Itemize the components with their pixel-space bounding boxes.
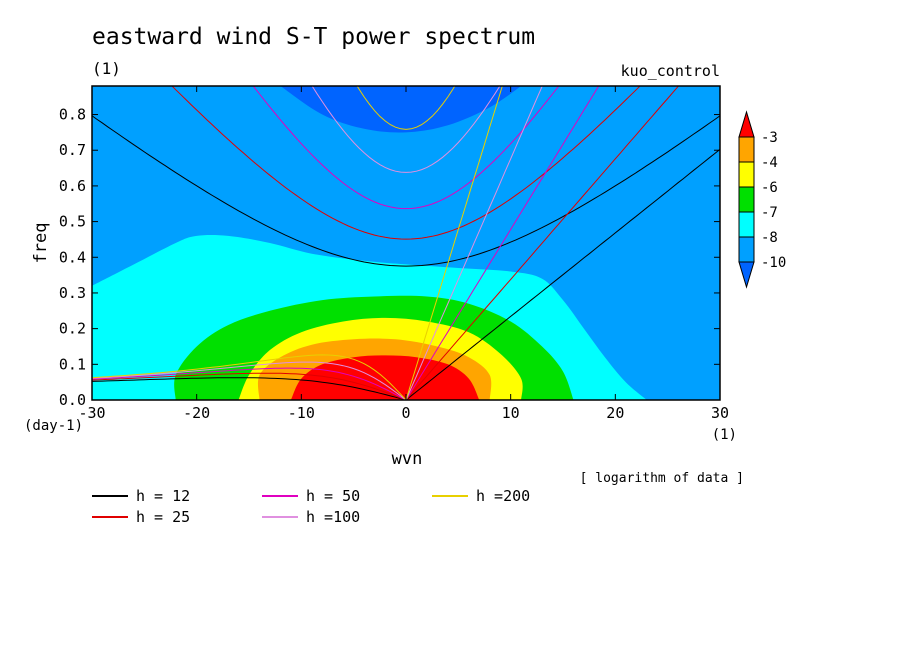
y-tick-label: 0.0	[59, 391, 86, 409]
x-tick-label: -10	[288, 404, 315, 422]
x-axis-label: wvn	[392, 449, 423, 469]
dispersion-curve	[405, 86, 543, 400]
y-tick-label: 0.8	[59, 106, 86, 124]
dispersion-curve	[405, 86, 503, 400]
x-axis: -30 -20 -10 0 10 20 30	[78, 86, 729, 422]
contour-regions	[92, 86, 720, 400]
colorbar-label: -10	[761, 255, 786, 271]
dispersion-curve	[92, 354, 407, 400]
colorbar-label: -7	[761, 205, 778, 221]
dispersion-curves	[92, 86, 720, 400]
colorbar: -3 -4 -6 -7 -8 -10	[738, 110, 786, 289]
dispersion-curve	[405, 86, 680, 400]
data-note: [ logarithm of data ]	[580, 471, 744, 486]
y-tick-label: 0.1	[59, 355, 86, 373]
colorbar-label: -3	[761, 130, 778, 146]
colorbar-box	[738, 161, 755, 188]
legend: h = 12 h = 25 h = 50 h =100 h =200	[92, 487, 530, 526]
colorbar-label: -8	[761, 230, 778, 246]
x-tick-label: -30	[78, 404, 105, 422]
y-tick-label: 0.2	[59, 320, 86, 338]
x-tick-label: -20	[183, 404, 210, 422]
dispersion-curve	[171, 86, 641, 240]
x-tick-label: 30	[711, 404, 729, 422]
x-units-label: (1)	[712, 427, 737, 443]
title-units: (1)	[92, 59, 121, 78]
y-axis-label: freq	[31, 223, 51, 264]
x-tick-label: 10	[502, 404, 520, 422]
colorbar-bottom-arrow	[738, 261, 755, 289]
x-tick-label: 20	[606, 404, 624, 422]
x-tick-label: 0	[401, 404, 410, 422]
dispersion-curve	[405, 148, 720, 400]
legend-label: h =200	[476, 487, 530, 505]
dispersion-curve	[92, 372, 407, 400]
colorbar-box	[738, 236, 755, 263]
contour-region	[280, 86, 522, 133]
chart-title: eastward wind S-T power spectrum	[92, 24, 535, 50]
dispersion-curve	[92, 361, 407, 400]
colorbar-label: -4	[761, 155, 778, 171]
y-tick-label: 0.7	[59, 141, 86, 159]
legend-label: h = 25	[136, 508, 190, 526]
colorbar-top-arrow	[738, 110, 755, 138]
dispersion-curve	[92, 115, 720, 267]
colorbar-label: -6	[761, 180, 778, 196]
y-tick-label: 0.3	[59, 284, 86, 302]
dispersion-curve	[92, 377, 407, 400]
experiment-label: kuo_control	[621, 62, 720, 80]
legend-label: h = 12	[136, 487, 190, 505]
colorbar-box	[738, 136, 755, 163]
y-tick-label: 0.5	[59, 213, 86, 231]
dispersion-curve	[92, 367, 407, 400]
colorbar-box	[738, 211, 755, 238]
contour-region	[290, 355, 480, 400]
y-tick-label: 0.6	[59, 177, 86, 195]
dispersion-curve	[252, 86, 560, 210]
y-units-label: (day-1)	[24, 418, 83, 434]
dispersion-curve	[405, 86, 600, 400]
legend-label: h = 50	[306, 487, 360, 505]
y-axis: 0.0 0.1 0.2 0.3 0.4 0.5 0.6 0.7 0.8	[59, 106, 720, 409]
legend-label: h =100	[306, 508, 360, 526]
colorbar-box	[738, 186, 755, 213]
dispersion-curve	[356, 86, 456, 130]
dispersion-curve	[311, 86, 501, 173]
y-tick-label: 0.4	[59, 248, 86, 266]
